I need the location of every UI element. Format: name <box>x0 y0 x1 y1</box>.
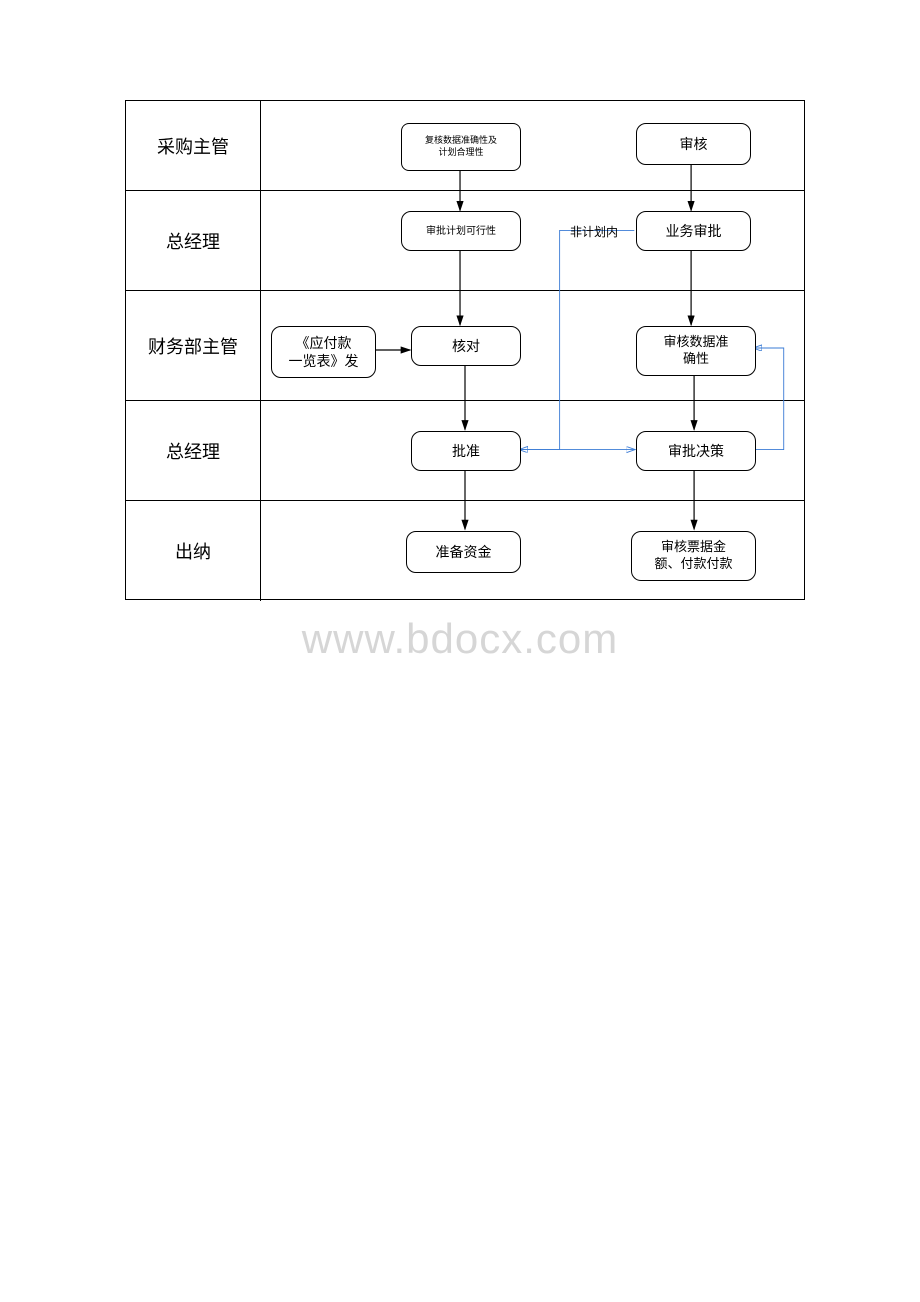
lane-label-lane5: 出纳 <box>126 501 261 601</box>
node-label-n6: 核对 <box>452 337 480 355</box>
node-label-n2: 审核 <box>680 135 708 153</box>
lane-label-lane1: 采购主管 <box>126 101 261 190</box>
node-n2: 审核 <box>636 123 751 165</box>
node-n11: 审核票据金额、付款付款 <box>631 531 756 581</box>
node-label-n3: 审批计划可行性 <box>426 225 496 238</box>
node-label-n10: 准备资金 <box>436 543 492 561</box>
lane-label-lane2: 总经理 <box>126 191 261 290</box>
node-n8: 批准 <box>411 431 521 471</box>
node-n7: 审核数据准确性 <box>636 326 756 376</box>
node-n4: 业务审批 <box>636 211 751 251</box>
node-label-n5: 《应付款一览表》发 <box>289 334 359 370</box>
node-label-n8: 批准 <box>452 442 480 460</box>
flowchart-container: 采购主管总经理财务部主管总经理出纳 复核数据准确性及计划合理性审核审批计划可行性… <box>125 100 805 600</box>
node-label-n7: 审核数据准确性 <box>663 334 728 368</box>
lane-label-lane3: 财务部主管 <box>126 291 261 400</box>
node-n9: 审批决策 <box>636 431 756 471</box>
lane-label-lane4: 总经理 <box>126 401 261 500</box>
node-label-n4: 业务审批 <box>666 222 722 240</box>
node-label-n1: 复核数据准确性及计划合理性 <box>425 135 497 158</box>
node-n3: 审批计划可行性 <box>401 211 521 251</box>
node-n10: 准备资金 <box>406 531 521 573</box>
node-n5: 《应付款一览表》发 <box>271 326 376 378</box>
node-n6: 核对 <box>411 326 521 366</box>
node-label-n9: 审批决策 <box>668 442 724 460</box>
node-label-n11: 审核票据金额、付款付款 <box>654 539 732 573</box>
edge-label-9: 非计划内 <box>570 223 618 240</box>
node-n1: 复核数据准确性及计划合理性 <box>401 123 521 171</box>
watermark-text: www.bdocx.com <box>0 615 920 663</box>
